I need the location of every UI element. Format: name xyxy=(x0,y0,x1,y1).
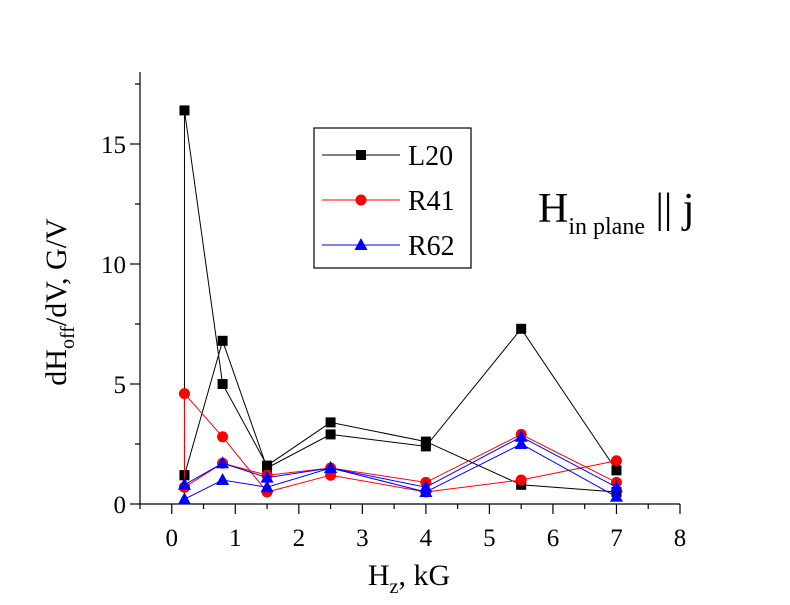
x-tick-label: 5 xyxy=(483,525,496,552)
data-point xyxy=(514,429,528,442)
x-tick-label: 3 xyxy=(356,525,369,552)
legend: L20 R41 R62 xyxy=(313,127,472,269)
data-point xyxy=(178,388,190,400)
legend-label: R41 xyxy=(408,186,455,217)
data-point xyxy=(217,431,229,443)
y-axis: 0 5 10 15 xyxy=(101,83,140,519)
y-tick-label: 0 xyxy=(114,492,127,519)
legend-marker xyxy=(354,238,368,250)
x-tick-label: 7 xyxy=(610,525,623,552)
x-tick-label: 2 xyxy=(293,525,306,552)
legend-item-r41: R41 xyxy=(322,186,455,217)
series-line xyxy=(183,110,617,493)
data-point xyxy=(325,417,336,428)
x-axis-title-rest: , kG xyxy=(398,559,450,592)
y-axis-title-rest: /dV, G/V xyxy=(40,218,73,326)
annotation: Hin plane || j xyxy=(538,186,694,240)
data-point xyxy=(179,105,190,116)
data-point xyxy=(216,473,230,485)
data-point xyxy=(610,455,622,467)
x-tick-label: 6 xyxy=(547,525,560,552)
data-point xyxy=(325,429,336,440)
data-point xyxy=(609,489,623,502)
data-point xyxy=(216,456,230,469)
series-line xyxy=(183,392,617,493)
data-point xyxy=(260,470,274,483)
y-tick-label: 5 xyxy=(114,372,127,399)
legend-marker xyxy=(356,150,366,160)
legend-label: L20 xyxy=(408,141,453,172)
data-point xyxy=(516,323,527,334)
y-axis-title-pre: dH xyxy=(40,349,73,386)
data-point xyxy=(420,441,431,452)
y-axis-title-sub: off xyxy=(57,326,79,349)
data-point xyxy=(217,335,228,346)
legend-label: R62 xyxy=(408,231,455,262)
legend-item-r62: R62 xyxy=(322,231,455,262)
x-axis: 0 1 2 3 4 5 6 7 8 xyxy=(139,504,687,552)
data-point xyxy=(177,492,191,505)
series-r62 xyxy=(177,429,623,505)
legend-marker xyxy=(355,194,367,206)
data-point xyxy=(324,461,338,473)
x-axis-title: Hz, kG xyxy=(368,559,450,598)
annotation-main: H xyxy=(538,186,568,232)
data-point xyxy=(217,379,228,389)
annotation-rest: || j xyxy=(645,186,695,232)
data-point xyxy=(609,480,623,493)
x-axis-title-main: H xyxy=(368,559,390,592)
y-tick-label: 10 xyxy=(101,252,126,279)
y-axis-title: dHoff/dV, G/V xyxy=(40,218,79,386)
y-tick-label: 15 xyxy=(101,132,126,159)
x-tick-label: 1 xyxy=(229,525,242,552)
x-axis-title-sub: z xyxy=(390,576,399,598)
data-point xyxy=(419,485,433,497)
data-point xyxy=(177,477,191,490)
x-tick-label: 8 xyxy=(674,525,687,552)
annotation-sub: in plane xyxy=(568,214,645,240)
x-tick-label: 0 xyxy=(166,525,179,552)
data-point xyxy=(611,465,622,476)
data-point xyxy=(514,437,528,449)
series-layer xyxy=(177,105,623,505)
x-tick-label: 4 xyxy=(420,525,433,552)
data-point xyxy=(260,480,274,493)
legend-item-l20: L20 xyxy=(322,141,453,172)
data-point xyxy=(515,474,527,486)
series-line xyxy=(184,436,617,488)
data-point xyxy=(262,463,273,473)
